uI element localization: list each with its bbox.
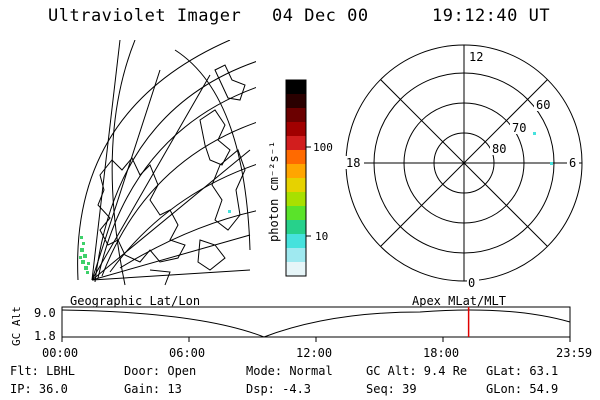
colorbar-cell [286, 262, 306, 277]
meridian [91, 149, 251, 281]
lat-label-70: 70 [512, 121, 526, 135]
status-field: GLon: 54.9 [486, 382, 558, 396]
lat-label-80: 80 [492, 142, 506, 156]
date-label: 04 Dec 00 [272, 6, 369, 26]
lat-circle [119, 210, 256, 269]
status-field: GLat: 63.1 [486, 364, 558, 378]
colorbar-unit-label: photon cm⁻²s⁻¹ [267, 141, 281, 242]
status-field-label: Gain: [124, 382, 168, 396]
colorbar-cell [286, 220, 306, 235]
colorbar-cell [286, 80, 306, 95]
status-field-value: -4.3 [282, 382, 312, 396]
status-field-value: LBHL [46, 364, 76, 378]
status-field-label: Door: [124, 364, 168, 378]
limb [174, 49, 251, 251]
status-field: Mode: Normal [246, 364, 333, 378]
colorbar-tick-10: 10 [315, 230, 328, 243]
lat-circle [97, 87, 256, 279]
lat-circle [94, 61, 256, 283]
mlt-label-12: 12 [469, 50, 483, 64]
colorbar-cell [286, 150, 306, 165]
status-field: GC Alt: 9.4 Re [366, 364, 467, 378]
meridian [91, 69, 161, 281]
lat-circle [111, 40, 136, 286]
status-field-label: GLon: [486, 382, 530, 396]
status-field: Dsp: -4.3 [246, 382, 311, 396]
colorbar-cell [286, 206, 306, 221]
limb [77, 40, 231, 281]
status-field-value: 13 [167, 382, 182, 396]
status-field: IP: 36.0 [10, 382, 68, 396]
coastline [197, 239, 226, 271]
time-label: 19:12:40 UT [432, 6, 551, 26]
status-field-value: Open [167, 364, 197, 378]
coastline [214, 64, 246, 101]
aurora-emission [79, 236, 90, 274]
status-field-label: Dsp: [246, 382, 283, 396]
status-field-label: Flt: [10, 364, 47, 378]
alt-tick-1-8: 1.8 [34, 329, 56, 343]
status-field: Flt: LBHL [10, 364, 75, 378]
status-field-value: 39 [402, 382, 417, 396]
meridian [91, 269, 251, 281]
time-tick-label: 00:00 [42, 346, 78, 360]
status-field: Gain: 13 [124, 382, 182, 396]
colorbar-cell [286, 136, 306, 151]
meridian [91, 74, 211, 281]
mlt-label-0: 0 [468, 276, 475, 290]
status-field-label: Mode: [246, 364, 290, 378]
colorbar-cell [286, 248, 306, 263]
meridian [91, 234, 251, 281]
coastline [97, 157, 186, 263]
instrument-title: Ultraviolet Imager [48, 6, 242, 26]
colorbar-cell [286, 164, 306, 179]
status-field: Seq: 39 [366, 382, 417, 396]
lat-circle [101, 122, 256, 277]
status-field-label: Seq: [366, 382, 403, 396]
status-field-label: GC Alt: [366, 364, 424, 378]
status-field-value: 54.9 [529, 382, 559, 396]
time-tick-label: 12:00 [296, 346, 332, 360]
status-field-value: 63.1 [529, 364, 559, 378]
time-tick-label: 23:59 [556, 346, 592, 360]
coastline [149, 269, 171, 286]
altitude-curve [61, 309, 571, 338]
alt-tick-9: 9.0 [34, 306, 56, 320]
colorbar-tick-100: 100 [313, 141, 333, 154]
status-field-value: 9.4 Re [423, 364, 468, 378]
colorbar-cell [286, 94, 306, 109]
meridian [91, 40, 121, 281]
map-caption: Geographic Lat/Lon [70, 294, 201, 308]
colorbar-cell [286, 192, 306, 207]
alt-axis-label: GC Alt [10, 306, 23, 346]
status-field: Door: Open [124, 364, 196, 378]
lat-label-60: 60 [536, 98, 550, 112]
status-field-label: IP: [10, 382, 39, 396]
mlt-label-18: 18 [346, 156, 360, 170]
status-field-label: GLat: [486, 364, 530, 378]
apex-caption: Apex MLat/MLT [412, 294, 506, 308]
aurora-point [533, 132, 536, 135]
status-field-value: Normal [289, 364, 333, 378]
mlt-diagonal [380, 79, 548, 247]
coastline [211, 149, 246, 231]
coastline [199, 109, 231, 166]
colorbar-cell [286, 234, 306, 249]
colorbar-cell [286, 122, 306, 137]
time-tick-label: 06:00 [169, 346, 205, 360]
mlt-label-6: 6 [569, 156, 576, 170]
time-tick-label: 18:00 [423, 346, 459, 360]
status-field-value: 36.0 [38, 382, 68, 396]
colorbar-cell [286, 108, 306, 123]
aurora-point [550, 162, 553, 165]
colorbar-cell [286, 178, 306, 193]
